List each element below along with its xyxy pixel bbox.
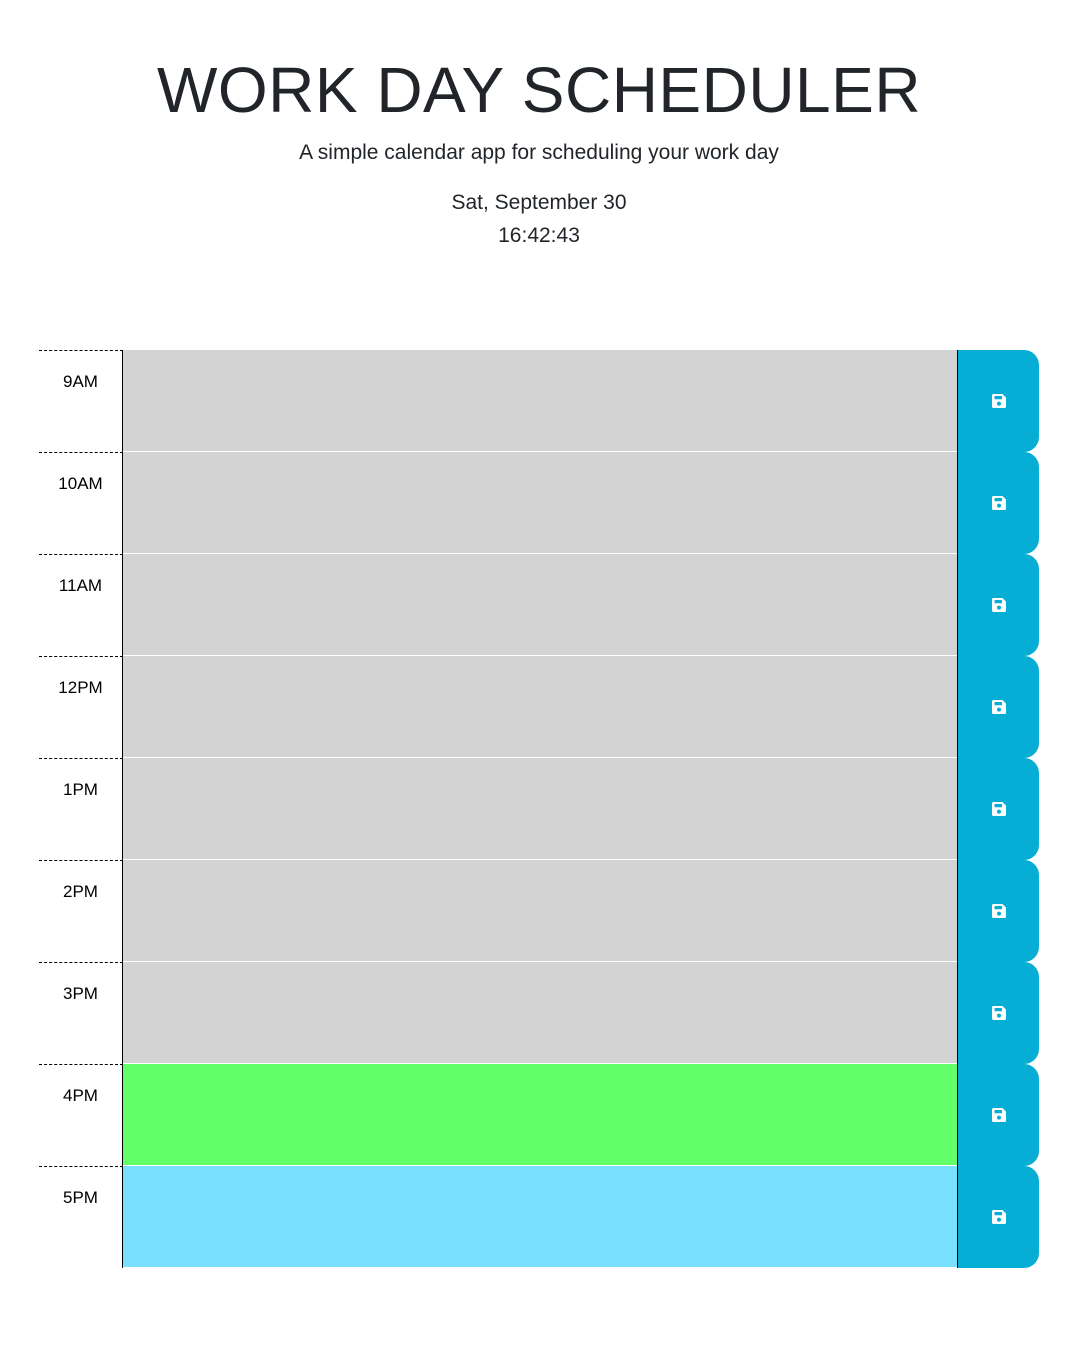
timeblock-list: 9AM 10AM 11AM (39, 350, 1039, 1268)
event-description-input[interactable] (123, 350, 957, 452)
save-button[interactable] (957, 860, 1039, 962)
hour-label: 1PM (39, 758, 123, 860)
event-description-input[interactable] (123, 452, 957, 554)
hour-label: 10AM (39, 452, 123, 554)
current-date: Sat, September 30 (451, 191, 627, 214)
floppy-disk-icon (991, 1107, 1007, 1123)
hour-label: 5PM (39, 1166, 123, 1268)
save-button[interactable] (957, 656, 1039, 758)
floppy-disk-icon (991, 597, 1007, 613)
floppy-disk-icon (991, 699, 1007, 715)
hour-label: 3PM (39, 962, 123, 1064)
time-block-2pm: 2PM (39, 860, 1039, 962)
event-description-input[interactable] (123, 1166, 957, 1268)
hour-label: 2PM (39, 860, 123, 962)
current-time: 16:42:43 (498, 224, 580, 247)
save-button[interactable] (957, 350, 1039, 452)
event-description-input[interactable] (123, 554, 957, 656)
time-block-1pm: 1PM (39, 758, 1039, 860)
save-button[interactable] (957, 554, 1039, 656)
floppy-disk-icon (991, 1209, 1007, 1225)
time-block-3pm: 3PM (39, 962, 1039, 1064)
save-button[interactable] (957, 758, 1039, 860)
floppy-disk-icon (991, 903, 1007, 919)
event-description-input[interactable] (123, 656, 957, 758)
floppy-disk-icon (991, 801, 1007, 817)
event-description-input[interactable] (123, 962, 957, 1064)
hour-label: 12PM (39, 656, 123, 758)
hour-label: 11AM (39, 554, 123, 656)
time-block-9am: 9AM (39, 350, 1039, 452)
floppy-disk-icon (991, 1005, 1007, 1021)
time-block-4pm: 4PM (39, 1064, 1039, 1166)
floppy-disk-icon (991, 495, 1007, 511)
save-button[interactable] (957, 1064, 1039, 1166)
page-title: WORK DAY SCHEDULER (156, 54, 922, 126)
hour-label: 4PM (39, 1064, 123, 1166)
event-description-input[interactable] (123, 758, 957, 860)
page-subtitle: A simple calendar app for scheduling you… (299, 141, 779, 164)
save-button[interactable] (957, 452, 1039, 554)
time-block-12pm: 12PM (39, 656, 1039, 758)
time-block-11am: 11AM (39, 554, 1039, 656)
header: WORK DAY SCHEDULER A simple calendar app… (0, 0, 1078, 250)
hour-label: 9AM (39, 350, 123, 452)
save-button[interactable] (957, 962, 1039, 1064)
floppy-disk-icon (991, 393, 1007, 409)
event-description-input[interactable] (123, 860, 957, 962)
time-block-5pm: 5PM (39, 1166, 1039, 1268)
save-button[interactable] (957, 1166, 1039, 1268)
time-block-10am: 10AM (39, 452, 1039, 554)
event-description-input[interactable] (123, 1064, 957, 1166)
